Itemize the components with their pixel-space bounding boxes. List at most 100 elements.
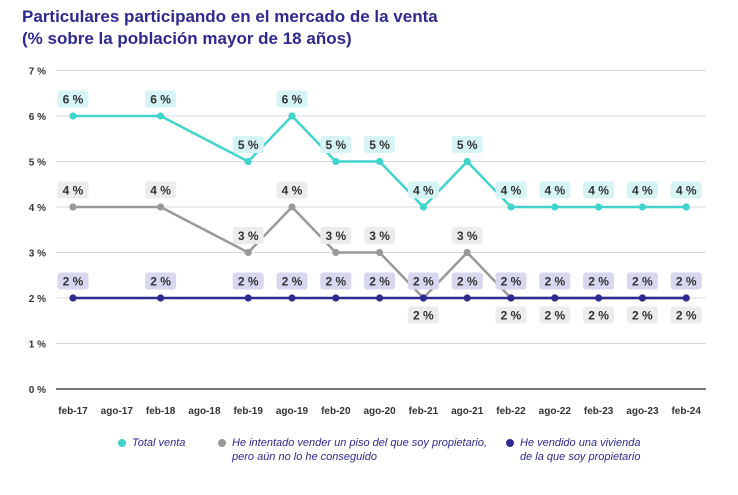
legend-label-vendido-line2: de la que soy propietario (520, 451, 641, 463)
data-label-intentado: 2 % (632, 309, 653, 323)
data-label-intentado-bg (495, 306, 527, 324)
data-label-intentado: 2 % (588, 309, 609, 323)
data-label-vendido-bg (364, 272, 396, 290)
data-label-intentado: 2 % (501, 309, 522, 323)
data-label-total-bg (57, 90, 89, 108)
data-point-vendido (463, 294, 471, 302)
legend-marker-intentado (218, 439, 226, 447)
data-point-vendido (376, 294, 384, 302)
y-tick-label: 4 % (29, 203, 46, 214)
legend-item-vendido: He vendido una vivienda de la que soy pr… (506, 436, 640, 464)
data-point-vendido (551, 294, 559, 302)
data-label-intentado-bg (670, 306, 702, 324)
data-label-vendido: 2 % (282, 275, 303, 289)
data-label-vendido: 2 % (676, 275, 697, 289)
data-point-total (288, 112, 296, 120)
data-label-vendido-bg (495, 272, 527, 290)
data-label-intentado-bg (276, 181, 308, 199)
data-label-vendido-bg (320, 272, 352, 290)
x-tick-label: feb-21 (409, 406, 439, 417)
x-tick-label: feb-23 (584, 406, 614, 417)
x-tick-label: ago-23 (626, 406, 659, 417)
data-label-total: 4 % (413, 184, 434, 198)
data-label-vendido: 2 % (369, 275, 390, 289)
x-tick-label: ago-17 (101, 406, 134, 417)
data-point-total (507, 203, 515, 211)
y-tick-label: 3 % (29, 249, 46, 260)
data-point-total (69, 112, 77, 120)
data-point-total (463, 157, 471, 166)
data-label-total-bg (670, 181, 702, 199)
data-label-intentado-bg (451, 227, 483, 244)
x-tick-label: feb-22 (496, 406, 526, 417)
y-tick-label: 1 % (29, 340, 46, 351)
data-label-vendido: 2 % (150, 275, 171, 289)
legend-item-total: Total venta (118, 436, 185, 450)
y-tick-label: 2 % (29, 294, 46, 305)
data-point-vendido (638, 294, 647, 302)
data-point-total (638, 203, 647, 211)
data-label-vendido-bg (451, 272, 483, 290)
data-label-total: 4 % (676, 184, 697, 198)
data-label-intentado: 2 % (676, 309, 697, 323)
data-point-intentado (157, 203, 165, 211)
line-chart: 0 % 1 % 2 % 3 % 4 % 5 % 6 % 7 % feb-17 ago-17 feb-… (29, 67, 706, 417)
data-label-intentado-bg (539, 306, 571, 324)
data-point-total (244, 157, 252, 166)
y-tick-label: 7 % (29, 67, 46, 78)
data-label-total-bg (276, 90, 308, 108)
data-label-vendido: 2 % (588, 275, 609, 289)
data-label-vendido-bg (145, 272, 177, 290)
data-label-total: 6 % (63, 93, 84, 107)
legend-label-total: Total venta (132, 437, 186, 449)
data-point-vendido (69, 294, 77, 302)
x-tick-label: ago-18 (188, 406, 221, 417)
data-label-intentado-bg (57, 181, 89, 199)
data-label-intentado-bg (145, 181, 177, 199)
legend-label-intentado-line1: He intentado vender un piso del que soy … (232, 437, 488, 449)
data-point-total (682, 203, 690, 211)
data-label-vendido-bg (583, 272, 615, 290)
y-tick-label: 0 % (29, 385, 46, 396)
data-point-vendido (507, 294, 515, 302)
legend-marker-total (118, 439, 126, 447)
data-label-total-bg (451, 136, 483, 153)
data-label-intentado-bg (320, 227, 352, 244)
data-label-total-bg (145, 90, 177, 108)
data-point-total (595, 203, 603, 211)
x-tick-label: ago-21 (451, 406, 484, 417)
chart-title-line2: (% sobre la población mayor de 18 años) (22, 29, 352, 48)
data-point-intentado (69, 203, 77, 211)
data-label-total: 4 % (632, 184, 653, 198)
legend-label-intentado-line2: pero aún no lo he conseguido (232, 451, 377, 463)
data-label-intentado-bg (232, 227, 264, 244)
data-label-intentado-bg (626, 306, 658, 324)
data-point-vendido (595, 294, 603, 302)
x-tick-label: ago-22 (539, 406, 572, 417)
data-label-total: 5 % (457, 138, 478, 152)
data-label-total-bg (539, 181, 571, 199)
data-label-total: 6 % (150, 93, 171, 107)
y-tick-label: 6 % (29, 112, 46, 123)
data-label-intentado: 3 % (238, 229, 259, 243)
x-tick-label: ago-19 (276, 406, 309, 417)
data-label-intentado: 4 % (63, 184, 84, 198)
x-tick-label: feb-17 (58, 406, 88, 417)
data-label-vendido-bg (670, 272, 702, 290)
data-point-intentado (244, 248, 252, 257)
data-label-total-bg (232, 136, 264, 153)
data-label-total: 4 % (588, 184, 609, 198)
data-label-total: 4 % (544, 184, 565, 198)
data-point-total (551, 203, 559, 211)
data-point-vendido (682, 294, 690, 302)
data-label-total-bg (320, 136, 352, 153)
data-label-vendido: 2 % (457, 275, 478, 289)
chart-title: Particulares participando en el mercado … (22, 6, 438, 50)
data-label-total-bg (407, 181, 439, 199)
data-label-vendido: 2 % (544, 275, 565, 289)
data-label-total: 6 % (282, 93, 303, 107)
data-label-intentado: 2 % (544, 309, 565, 323)
data-label-intentado: 4 % (150, 184, 171, 198)
data-point-intentado (332, 248, 340, 257)
x-tick-label: feb-20 (321, 406, 351, 417)
